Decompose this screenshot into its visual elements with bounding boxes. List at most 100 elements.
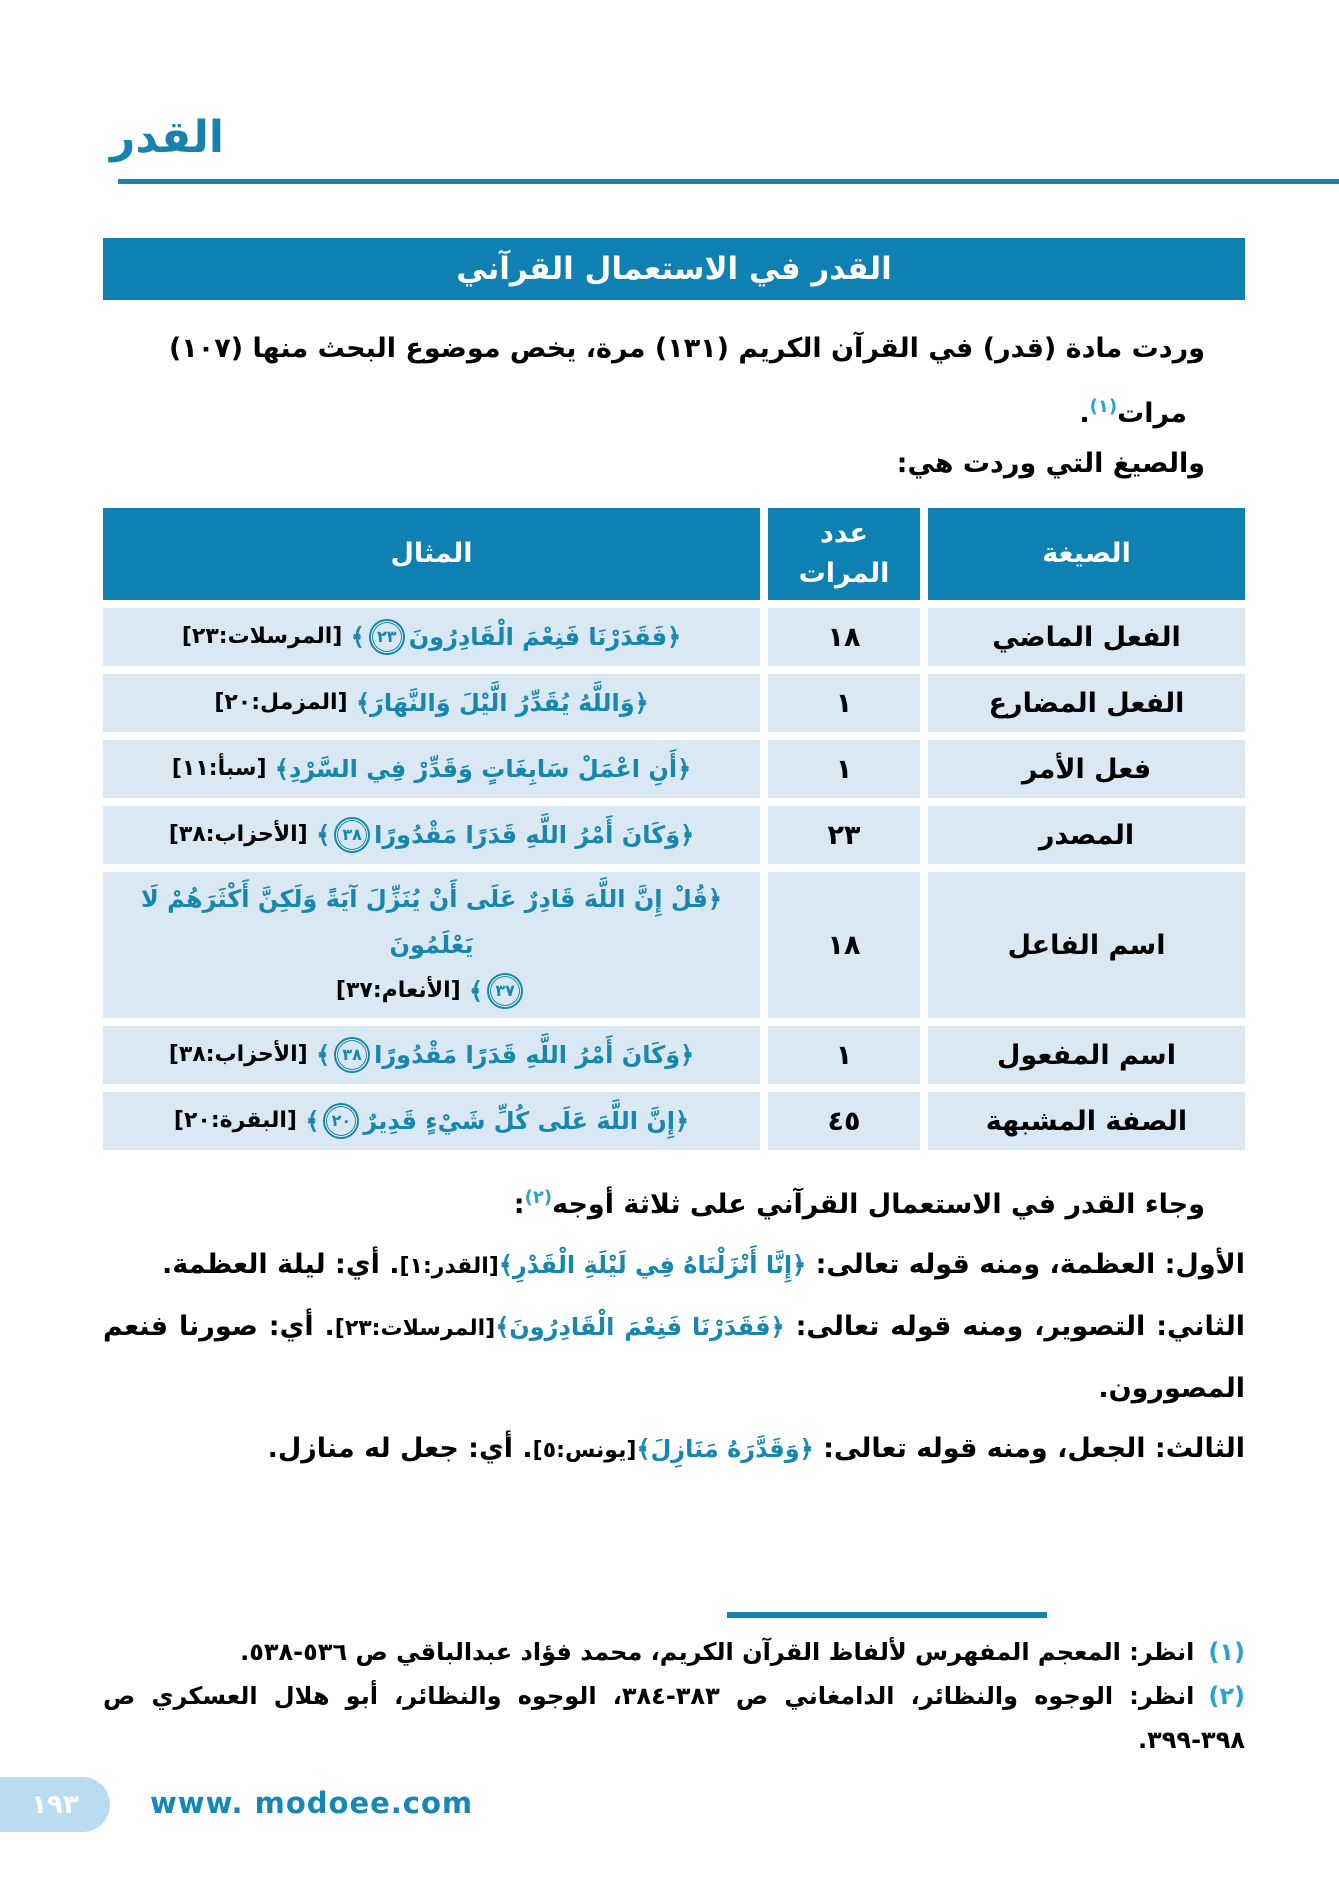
table-header-count-line1: عدد: [820, 518, 868, 549]
table-row-form: فعل الأمر: [928, 740, 1245, 798]
footnote-item: (١) انظر: المعجم المفهرس لألفاظ القرآن ال…: [103, 1630, 1245, 1674]
table-row-example: ﴿فَقَدَرْنَا فَنِعْمَ الْقَادِرُونَ ٢٣ ﴾ […: [103, 608, 760, 666]
table-header-form: الصيغة: [928, 508, 1245, 600]
table-row-form: اسم المفعول: [928, 1026, 1245, 1084]
quran-quote: ﴿فَقَدَرْنَا فَنِعْمَ الْقَادِرُونَ﴾: [495, 1313, 785, 1341]
ayah-number-medallion: ٢٣: [368, 619, 405, 655]
ayah-number-medallion: ٣٨: [334, 817, 371, 853]
quote-close-bracket: ﴾: [305, 1107, 320, 1135]
verse-reference: [المرسلات:٢٣]: [334, 1316, 496, 1341]
table-header-example: المثال: [103, 508, 760, 600]
quran-quote: ﴿فَقَدَرْنَا فَنِعْمَ الْقَادِرُونَ: [408, 623, 682, 651]
aspects-lead: وجاء القدر في الاستعمال القرآني على ثلاث…: [103, 1168, 1245, 1235]
table-row-count: ٢٣: [768, 806, 920, 864]
verse-reference: [البقرة:٢٠]: [173, 1108, 297, 1133]
table-row-example: ﴿قُلْ إِنَّ اللَّهَ قَادِرٌ عَلَى أَنْ ي…: [103, 872, 760, 1018]
quran-quote: ﴿قُلْ إِنَّ اللَّهَ قَادِرٌ عَلَى أَنْ ي…: [140, 885, 723, 959]
table-header-example-label: المثال: [390, 538, 473, 569]
ayah-number-medallion: ٣٧: [487, 973, 524, 1009]
verse-reference: [المزمل:٢٠]: [214, 690, 348, 715]
title-rule-divider: [118, 179, 1339, 184]
footnote-text: انظر: المعجم المفهرس لألفاظ القرآن الكري…: [240, 1638, 1195, 1666]
footnote-ref-2: (٢): [524, 1187, 553, 1208]
forms-table: الصيغة عدد المرات المثال الفعل الماضي ١٨…: [103, 508, 1245, 1150]
table-row-example: ﴿أَنِ اعْمَلْ سَابِغَاتٍ وَقَدِّرْ فِي ا…: [103, 740, 760, 798]
footnote-item: (٢)انظر: الوجوه والنظائر، الدامغاني ص ٣٨…: [103, 1674, 1245, 1762]
aspect-text: الجعل، ومنه قوله تعالى:: [813, 1433, 1155, 1464]
table-row-count: ١: [768, 1026, 920, 1084]
table-row-form: الفعل الماضي: [928, 608, 1245, 666]
verse-reference: [القدر:١]: [399, 1254, 499, 1279]
intro-line-1: وردت مادة (قدر) في القرآن الكريم (١٣١) م…: [168, 333, 1205, 364]
aspect-text: العظمة، ومنه قوله تعالى:: [806, 1249, 1165, 1280]
quran-quote: ﴿وَاللَّهُ يُقَدِّرُ الَّيْلَ وَالنَّهَا…: [355, 689, 649, 717]
table-row-count: ١٨: [768, 608, 920, 666]
quran-quote: ﴿وَكَانَ أَمْرُ اللَّهِ قَدَرًا مَقْدُور…: [374, 821, 695, 849]
quran-quote: ﴿وَقَدَّرَهُ مَنَازِلَ﴾: [636, 1435, 814, 1463]
section-banner: القدر في الاستعمال القرآني: [103, 238, 1245, 300]
aspect-tail: . أي: صورنا فنعم المصورون.: [103, 1311, 1245, 1404]
aspect-tail: . أي: جعل له منازل.: [267, 1433, 533, 1464]
table-row-count: ١: [768, 674, 920, 732]
footnote-number: (١): [1208, 1638, 1245, 1666]
verse-reference: [سبأ:١١]: [171, 756, 267, 781]
quote-close-bracket: ﴾: [316, 1041, 331, 1069]
quote-close-bracket: ﴾: [469, 977, 484, 1005]
table-row-count: ١: [768, 740, 920, 798]
footnotes-block: (١) انظر: المعجم المفهرس لألفاظ القرآن ال…: [103, 1630, 1245, 1762]
footnote-ref-1: (١): [1089, 396, 1118, 417]
table-header-form-label: الصيغة: [1042, 538, 1131, 569]
content-column: القدر في الاستعمال القرآني وردت مادة (قد…: [103, 0, 1245, 1890]
table-row-form: اسم الفاعل: [928, 872, 1245, 1018]
quran-quote: ﴿أَنِ اعْمَلْ سَابِغَاتٍ وَقَدِّرْ فِي ا…: [274, 755, 692, 783]
verse-reference: [الأحزاب:٣٨]: [168, 822, 308, 847]
aspect-label: الثالث:: [1154, 1433, 1245, 1464]
table-header-count: عدد المرات: [768, 508, 920, 600]
aspects-lead-colon: :: [513, 1189, 525, 1220]
verse-reference: [الأنعام:٣٧]: [335, 978, 461, 1003]
ayah-number-medallion: ٣٨: [334, 1037, 371, 1073]
website-link[interactable]: www. modoee.com: [150, 1786, 474, 1820]
page-number-tab: ١٩٣: [0, 1777, 110, 1832]
table-header-count-line2: المرات: [798, 558, 890, 589]
footnote-separator-rule: [727, 1612, 1047, 1618]
aspect-tail: . أي: ليلة العظمة.: [162, 1249, 400, 1280]
aspect-label: الأول:: [1164, 1249, 1245, 1280]
forms-lead-line: والصيغ التي وردت هي:: [896, 448, 1205, 479]
table-row-count: ١٨: [768, 872, 920, 1018]
quran-quote: ﴿وَكَانَ أَمْرُ اللَّهِ قَدَرًا مَقْدُور…: [374, 1041, 695, 1069]
verse-reference: [الأحزاب:٣٨]: [168, 1042, 308, 1067]
table-row-example: ﴿إِنَّ اللَّهَ عَلَى كُلِّ شَيْءٍ قَدِير…: [103, 1092, 760, 1150]
verse-reference: [المرسلات:٢٣]: [181, 624, 343, 649]
page-number: ١٩٣: [31, 1789, 79, 1820]
table-row-count: ٤٥: [768, 1092, 920, 1150]
intro-line-2: مرات(١).: [103, 378, 1245, 443]
page-title: القدر: [110, 112, 225, 163]
intro-paragraph: وردت مادة (قدر) في القرآن الكريم (١٣١) م…: [103, 320, 1245, 443]
quote-close-bracket: ﴾: [350, 623, 365, 651]
aspect-item-first: الأول: العظمة، ومنه قوله تعالى: ﴿إِنَّا …: [103, 1235, 1245, 1297]
table-row-form: المصدر: [928, 806, 1245, 864]
table-row-example: ﴿وَكَانَ أَمْرُ اللَّهِ قَدَرًا مَقْدُور…: [103, 1026, 760, 1084]
aspect-label: الثاني:: [1156, 1311, 1246, 1342]
quran-quote: ﴿إِنَّا أَنْزَلْنَاهُ فِي لَيْلَةِ الْقَ…: [498, 1251, 807, 1279]
footnote-number: (٢): [1208, 1682, 1245, 1710]
aspects-lead-text: وجاء القدر في الاستعمال القرآني على ثلاث…: [552, 1189, 1205, 1220]
aspect-item-second: الثاني: التصوير، ومنه قوله تعالى: ﴿فَقَد…: [103, 1297, 1245, 1419]
section-banner-title: القدر في الاستعمال القرآني: [456, 251, 892, 287]
aspects-section: وجاء القدر في الاستعمال القرآني على ثلاث…: [103, 1168, 1245, 1481]
quran-quote: ﴿إِنَّ اللَّهَ عَلَى كُلِّ شَيْءٍ قَدِير…: [363, 1107, 690, 1135]
table-row-example: ﴿وَكَانَ أَمْرُ اللَّهِ قَدَرًا مَقْدُور…: [103, 806, 760, 864]
ayah-number-medallion: ٢٠: [323, 1103, 360, 1139]
intro-line-2-period: .: [1079, 398, 1090, 429]
table-row-form: الفعل المضارع: [928, 674, 1245, 732]
quote-close-bracket: ﴾: [316, 821, 331, 849]
aspect-text: التصوير، ومنه قوله تعالى:: [784, 1311, 1157, 1342]
verse-reference: [يونس:٥]: [532, 1438, 637, 1463]
table-row-form: الصفة المشبهة: [928, 1092, 1245, 1150]
table-row-example: ﴿وَاللَّهُ يُقَدِّرُ الَّيْلَ وَالنَّهَا…: [103, 674, 760, 732]
intro-line-2-word: مرات: [1117, 398, 1187, 429]
footnote-text: انظر: الوجوه والنظائر، الدامغاني ص ٣٨٣-٣…: [103, 1682, 1245, 1754]
aspect-item-third: الثالث: الجعل، ومنه قوله تعالى: ﴿وَقَدَّ…: [103, 1419, 1245, 1481]
